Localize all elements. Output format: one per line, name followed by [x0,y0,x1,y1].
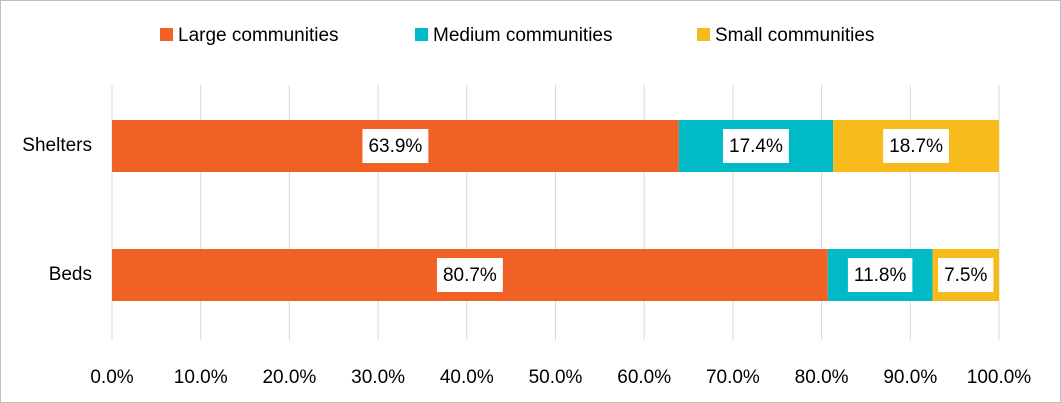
legend-label: Small communities [715,25,874,46]
value-label-box [436,258,503,292]
value-label-box [847,258,913,292]
x-tick-label: 50.0% [529,367,583,388]
value-label-box [723,129,789,163]
x-tick-label: 30.0% [351,367,405,388]
x-tick-label: 70.0% [706,367,760,388]
value-label-box [938,258,994,292]
legend-label: Medium communities [433,25,613,46]
value-label-box [362,129,429,163]
x-tick-label: 60.0% [617,367,671,388]
legend-swatch [160,28,173,41]
x-tick-label: 100.0% [967,367,1032,388]
x-tick-label: 90.0% [883,367,937,388]
legend-label: Large communities [178,25,339,46]
value-label: 11.8% [854,265,907,286]
y-tick-label: Shelters [22,135,92,156]
legend-swatch [415,28,428,41]
x-tick-label: 40.0% [440,367,494,388]
labels: 0.0% 10.0% 20.0% 30.0% 40.0% 50.0% 60.0% 70.0% 8… [22,25,1031,388]
legend-swatch [697,28,710,41]
value-label: 17.4% [729,136,783,157]
value-label: 7.5% [944,265,987,286]
value-label: 63.9% [368,136,422,157]
value-label: 80.7% [443,265,497,286]
value-label: 18.7% [889,136,943,157]
y-tick-label: Beds [49,264,92,285]
x-tick-label: 80.0% [795,367,849,388]
value-label-box [883,129,950,163]
x-tick-label: 10.0% [174,367,228,388]
x-tick-label: 20.0% [262,367,316,388]
x-tick-label: 0.0% [90,367,133,388]
